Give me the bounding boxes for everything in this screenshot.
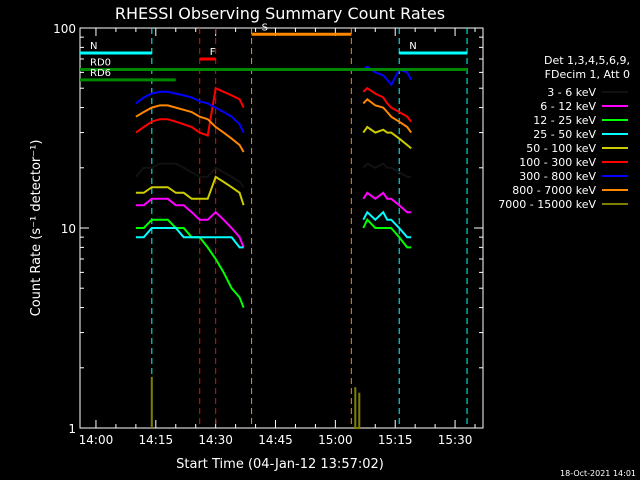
- x-tick-label: 14:30: [198, 433, 233, 447]
- series-line-800-7000-keV: [135, 104, 245, 153]
- x-tick-label: 14:15: [139, 433, 174, 447]
- legend-label: 12 - 25 keV: [533, 114, 596, 127]
- series-line-300-800-keV: [135, 90, 245, 134]
- chart-title: RHESSI Observing Summary Count Rates: [115, 4, 445, 23]
- legend-label: 25 - 50 keV: [533, 128, 596, 141]
- series-line-100-300-keV: [362, 86, 412, 123]
- x-tick-label: 14:45: [258, 433, 293, 447]
- flag-label-s: S: [262, 22, 268, 33]
- y-axis-label: Count Rate (s⁻¹ detector⁻¹): [29, 140, 44, 317]
- flag-guides: [151, 28, 468, 428]
- y-tick-label: 10: [61, 222, 76, 236]
- legend-header-line-2: FDecim 1, Att 0: [545, 68, 630, 81]
- series-line-6-12-keV: [135, 197, 245, 248]
- flag-label-rd6: RD6: [90, 68, 111, 79]
- x-tick-label: 15:15: [378, 433, 413, 447]
- flag-label-n: N: [90, 41, 97, 52]
- series-line-6-12-keV: [362, 191, 412, 214]
- series-line-25-50-keV: [135, 227, 244, 249]
- series-line-50-100-keV: [362, 125, 412, 150]
- legend-label: 100 - 300 keV: [519, 156, 596, 169]
- flag-label-n: N: [409, 41, 416, 52]
- legend-label: 300 - 800 keV: [519, 170, 596, 183]
- y-tick-label: 1: [68, 422, 76, 436]
- legend-header-line-1: Det 1,3,4,5,6,9,: [544, 54, 630, 67]
- timestamp: 18-Oct-2021 14:01: [560, 469, 636, 478]
- series-line-3-6-keV: [362, 162, 412, 178]
- x-tick-label: 14:00: [79, 433, 114, 447]
- series-line-100-300-keV: [135, 86, 245, 137]
- series-line-25-50-keV: [362, 210, 412, 239]
- legend-label: 800 - 7000 keV: [512, 184, 596, 197]
- data-series: [135, 65, 413, 429]
- legend-label: 6 - 12 keV: [540, 100, 596, 113]
- x-tick-label: 15:30: [438, 433, 473, 447]
- series-line-800-7000-keV: [362, 97, 413, 134]
- flag-label-f: F: [210, 47, 216, 58]
- series-line-50-100-keV: [135, 175, 245, 206]
- x-axis-label: Start Time (04-Jan-12 13:57:02): [176, 457, 384, 472]
- legend-label: 7000 - 15000 keV: [498, 198, 596, 211]
- y-tick-label: 100: [53, 22, 76, 36]
- series-line-3-6-keV: [135, 162, 245, 188]
- legend-label: 3 - 6 keV: [547, 86, 596, 99]
- axis-ticks: 14:00 14:15 14:30 14:45 15:00 15:15 15:30 1 10 10…: [53, 22, 483, 447]
- series-line-12-25-keV: [362, 217, 412, 249]
- series-line-7000-15000-keV: [354, 387, 361, 429]
- flag-label-rd0: RD0: [90, 58, 111, 69]
- x-tick-label: 15:00: [318, 433, 353, 447]
- legend-label: 50 - 100 keV: [526, 142, 596, 155]
